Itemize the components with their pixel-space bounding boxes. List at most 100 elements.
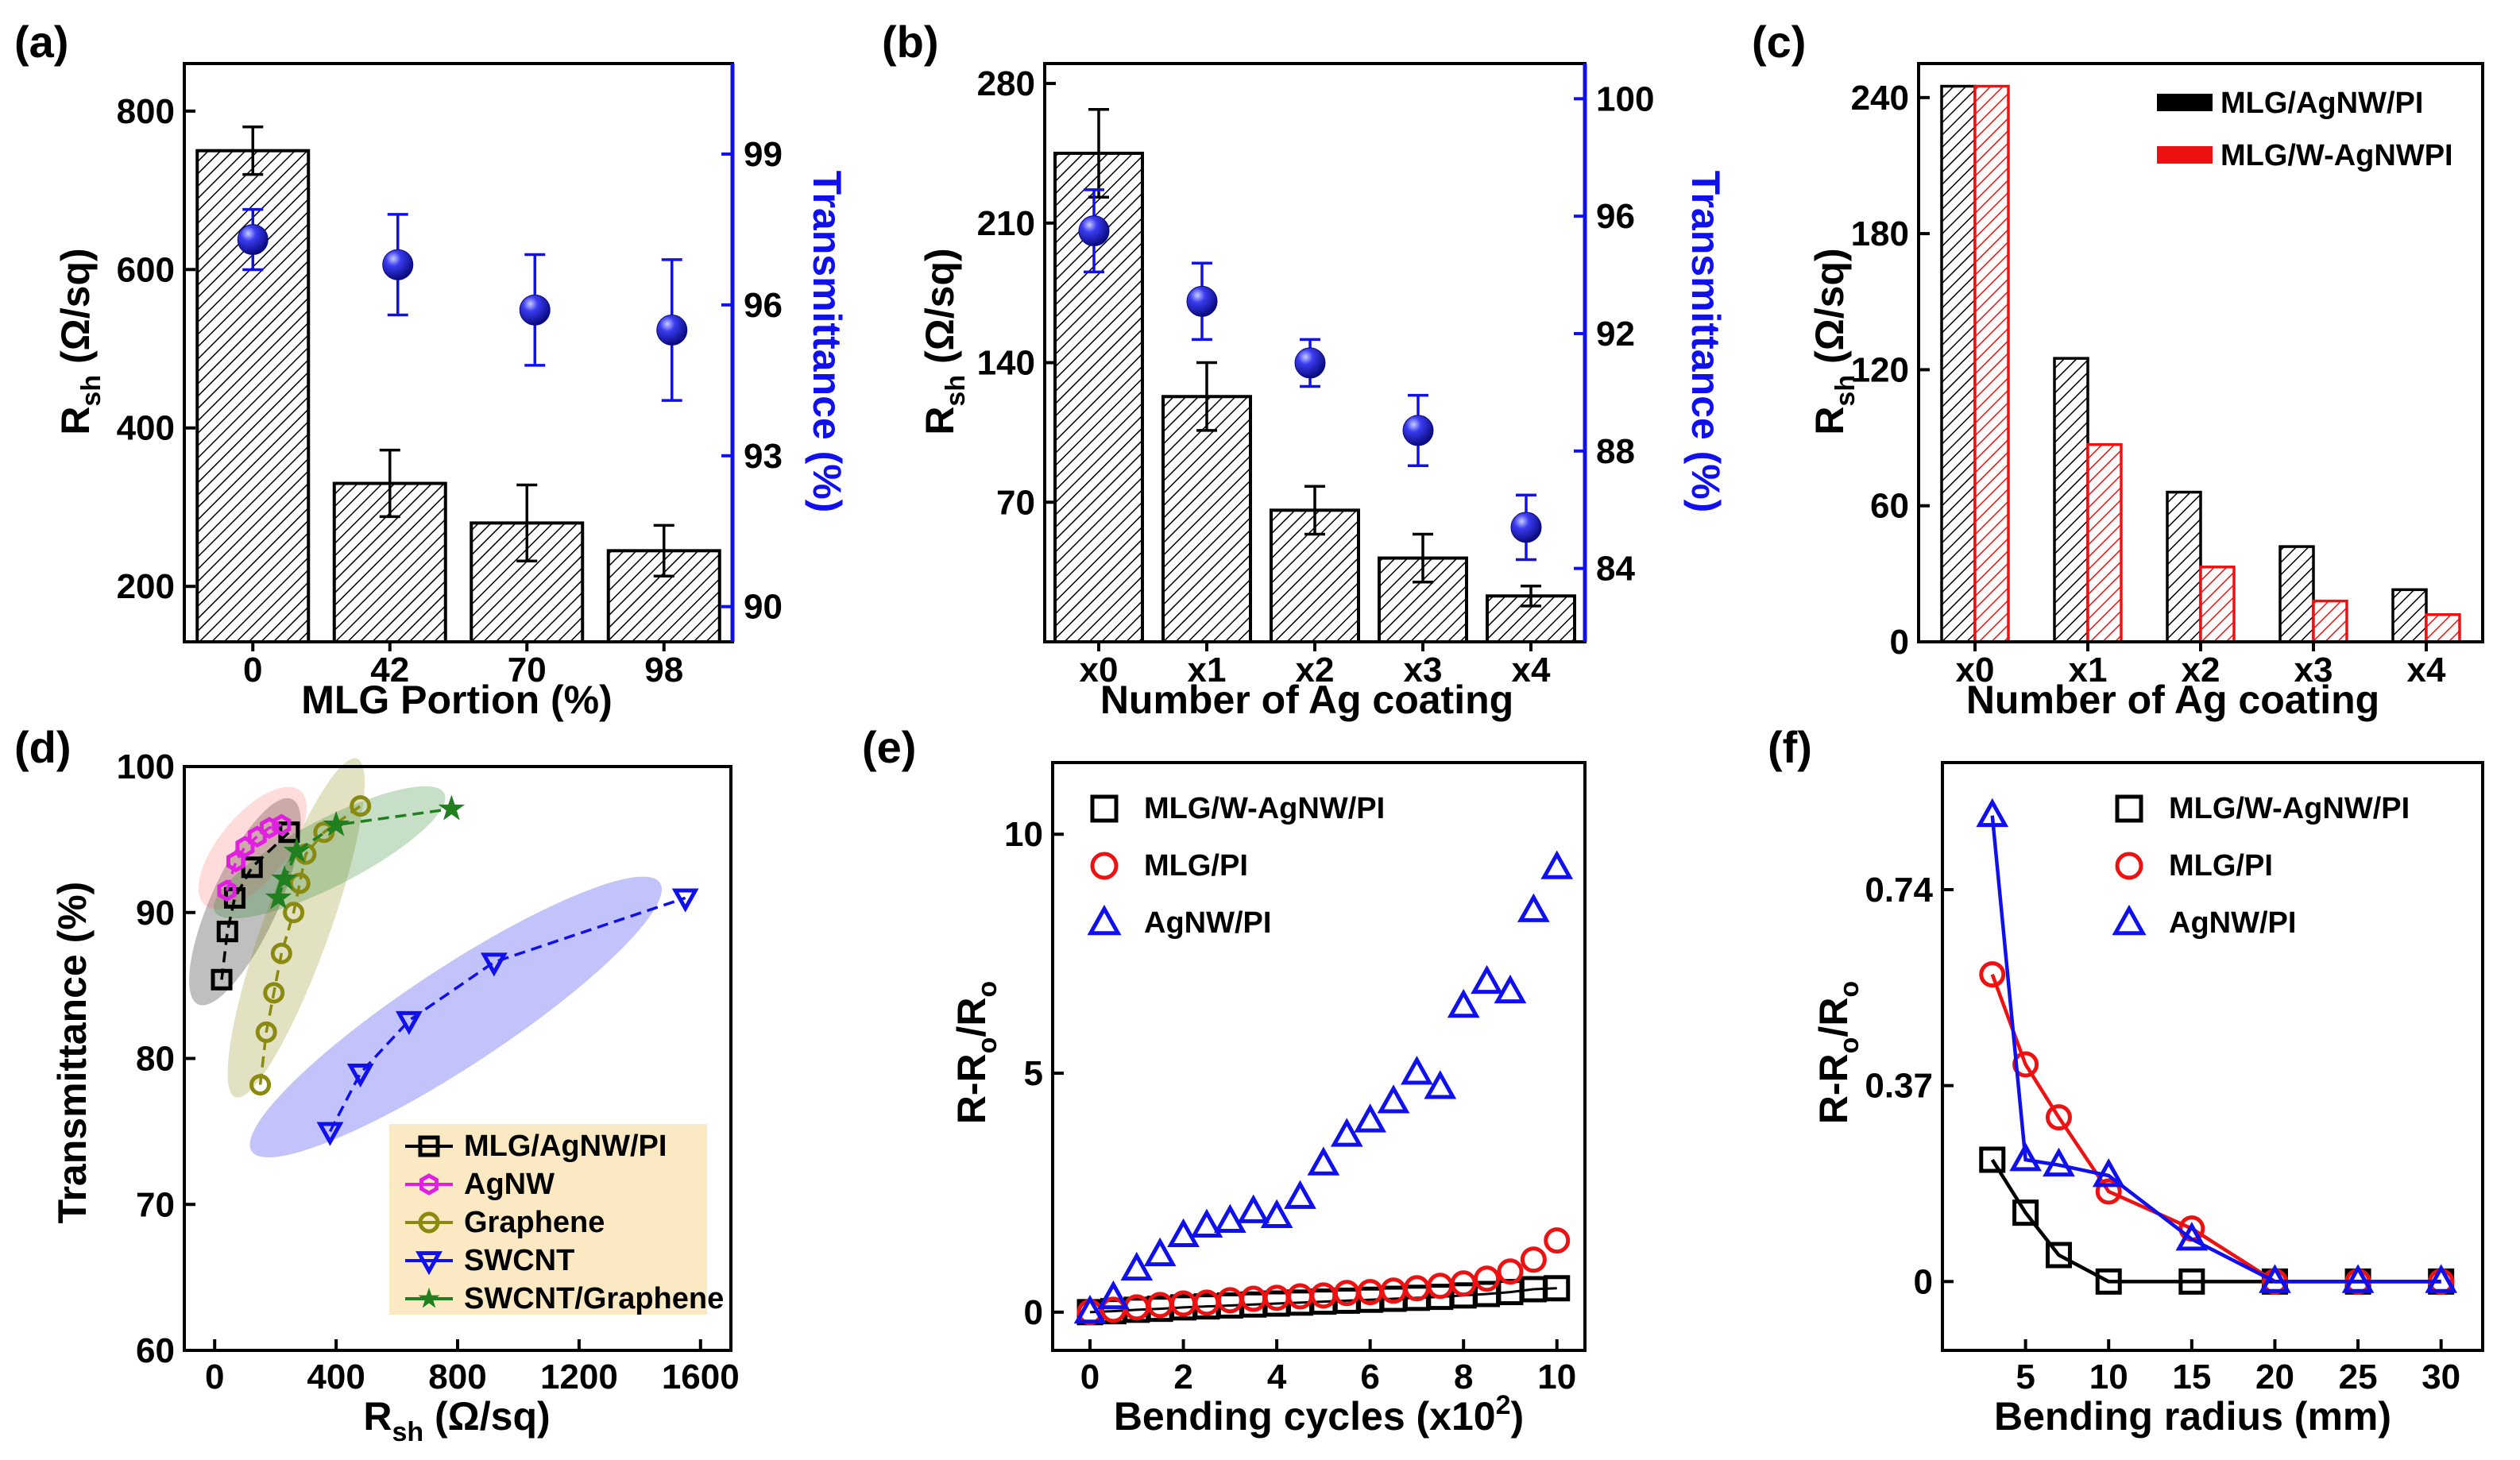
panel-a-label: (a) xyxy=(14,17,68,67)
panel-d-legend-background xyxy=(389,1124,707,1315)
point-mlg-pi xyxy=(1263,1284,1290,1311)
panel-d-xlabel: Rsh (Ω/sq) xyxy=(363,1394,550,1447)
panel-f-xtick-label: 20 xyxy=(2255,1358,2294,1396)
point-mlg-pi xyxy=(2095,1178,2122,1205)
point-mlg-pi xyxy=(1520,1246,1547,1273)
point-agnw-pi xyxy=(1330,1118,1363,1147)
bar-mlg-agnw-pi xyxy=(2391,588,2428,643)
bar-mlg-w-agnwpi xyxy=(2312,599,2348,643)
point-swcnt-graphene xyxy=(323,810,350,836)
point-swcnt xyxy=(671,888,699,913)
point-graphene xyxy=(270,942,292,964)
panel-c-ytick-label: 240 xyxy=(1851,79,1909,118)
point-swcnt xyxy=(480,952,508,977)
panel-a-ytick-label: 400 xyxy=(117,409,175,448)
panel-a-ytick-label: 93 xyxy=(744,437,783,476)
panel-d-ytick-label: 90 xyxy=(136,894,175,933)
panel-a-xtick-label: 98 xyxy=(644,651,683,689)
panel-c-legend-label: MLG/W-AgNWPI xyxy=(2220,139,2453,172)
point-mlg-w-agnw-pi xyxy=(2095,1268,2122,1295)
panel-d-legend-label: AgNW xyxy=(464,1168,555,1201)
panel-b-xtick-label: x1 xyxy=(1188,651,1227,689)
panel-e-xtick-label: 6 xyxy=(1360,1358,1379,1396)
point-agnw-pi xyxy=(1424,1070,1457,1099)
panel-d-legend-label: SWCNT/Graphene xyxy=(464,1282,724,1315)
panel-f-xtick-label: 25 xyxy=(2339,1358,2378,1396)
point-mlg-w-agnw-pi xyxy=(2045,1242,2072,1269)
point-graphene xyxy=(249,1074,272,1096)
series-line-mlg-w-agnw-pi xyxy=(1089,1287,1557,1314)
panel-f-legend-marker xyxy=(2115,794,2143,823)
panel-d-xtick-label: 1600 xyxy=(662,1358,740,1396)
point-mlg-agnw-pi xyxy=(216,921,238,943)
panel-d-ytick-label: 100 xyxy=(117,747,175,786)
panel-c: (c) 0 60 120 180 240 x0 x1 x2 x3 x4 MLG/AgNW/PI MLG… xyxy=(1752,17,2484,722)
point-agnw xyxy=(217,879,237,902)
panel-f-plot: 0 0.37 0.74 5 10 15 20 25 30 MLG/W-AgNW/PI MLG/PI A… xyxy=(1865,761,2484,1396)
point-swcnt-graphene xyxy=(265,883,292,910)
panel-c-label: (c) xyxy=(1752,17,1806,67)
point-agnw-pi xyxy=(2043,1147,2075,1177)
panel-d-ylabel: Transmittance (%) xyxy=(50,882,95,1224)
panel-e-xlabel: Bending cycles (x102) xyxy=(1114,1390,1524,1439)
panel-d-legend-marker xyxy=(415,1251,443,1276)
point-swcnt-graphene xyxy=(283,836,311,863)
panel-c-legend-swatch xyxy=(2157,94,2213,111)
point-agnw-pi xyxy=(1517,893,1550,922)
panel-f-xtick-label: 30 xyxy=(2421,1358,2460,1396)
panel-a: (a) 200 400 600 800 90 93 96 99 0 42 70 98 MLG Port… xyxy=(14,17,849,722)
point-mlg-pi xyxy=(1286,1283,1313,1310)
bar-rsh xyxy=(1161,395,1252,643)
panel-f-xtick-label: 15 xyxy=(2172,1358,2211,1396)
panel-d: (d) 60 70 80 90 100 0 400 800 1200 1600 MLG/AgNW/P… xyxy=(14,722,740,1447)
point-agnw-pi xyxy=(2259,1264,2291,1293)
transmittance-point xyxy=(1294,347,1326,379)
panel-f-xtick-label: 10 xyxy=(2089,1358,2128,1396)
panel-a-ytick-label: 99 xyxy=(744,135,783,174)
point-agnw xyxy=(226,850,246,873)
point-agnw-pi xyxy=(1494,974,1527,1004)
point-mlg-pi xyxy=(2045,1104,2072,1131)
point-agnw-pi xyxy=(1167,1218,1200,1248)
point-agnw-pi xyxy=(2425,1264,2458,1293)
bar-mlg-w-agnwpi xyxy=(2199,566,2236,643)
panel-c-legend-swatch xyxy=(2157,146,2213,164)
panel-f-ylabel: R-Ro/Ro xyxy=(1811,981,1865,1124)
point-agnw-pi xyxy=(1354,1103,1387,1133)
panel-f-frame xyxy=(1941,761,2484,1352)
transmittance-point xyxy=(1186,285,1218,317)
panel-e-plot: 0 5 10 0 2 4 6 8 10 MLG/W-AgNW/PI MLG/PI AgNW/PI xyxy=(1004,761,1587,1396)
panel-e-legend-marker xyxy=(1090,852,1119,880)
panel-c-plot: 0 60 120 180 240 x0 x1 x2 x3 x4 MLG/AgNW/PI MLG/W-A… xyxy=(1851,62,2484,689)
transmittance-point xyxy=(519,294,551,326)
region-swcnt-graphene xyxy=(213,786,446,919)
transmittance-point xyxy=(1078,215,1110,247)
point-agnw-pi xyxy=(1237,1194,1270,1223)
point-mlg-pi xyxy=(1240,1285,1267,1312)
panel-e-xtick-label: 0 xyxy=(1080,1358,1100,1396)
point-agnw-pi xyxy=(1447,988,1480,1018)
panel-d-xtick-label: 400 xyxy=(307,1358,365,1396)
point-agnw-pi xyxy=(1213,1203,1246,1233)
point-swcnt-graphene xyxy=(271,864,298,890)
point-agnw-pi xyxy=(1073,1294,1107,1324)
point-agnw-pi xyxy=(1976,798,2009,828)
point-mlg-w-agnw-pi xyxy=(1544,1275,1571,1302)
point-agnw xyxy=(272,813,292,836)
point-mlg-pi xyxy=(1979,961,2006,988)
panel-e-xtick-label: 2 xyxy=(1173,1358,1192,1396)
point-mlg-pi xyxy=(1474,1265,1501,1292)
point-mlg-w-agnw-pi xyxy=(1979,1146,2006,1173)
panel-c-ytick-label: 120 xyxy=(1851,350,1909,389)
point-swcnt xyxy=(346,1064,374,1088)
panel-e-legend-label: AgNW/PI xyxy=(1144,906,1271,940)
panel-a-y2label: Transmittance (%) xyxy=(805,171,849,513)
panel-e-xtick-label: 4 xyxy=(1267,1358,1287,1396)
panel-a-xtick-label: 42 xyxy=(370,651,409,689)
panel-e-label: (e) xyxy=(862,722,916,772)
panel-f-ytick-label: 0.74 xyxy=(1865,871,1933,910)
panel-c-ytick-label: 0 xyxy=(1890,623,1909,662)
bar-mlg-agnw-pi xyxy=(2166,490,2202,643)
panel-a-ytick-label: 800 xyxy=(117,92,175,131)
panel-b-y2label: Transmittance (%) xyxy=(1683,171,1728,513)
